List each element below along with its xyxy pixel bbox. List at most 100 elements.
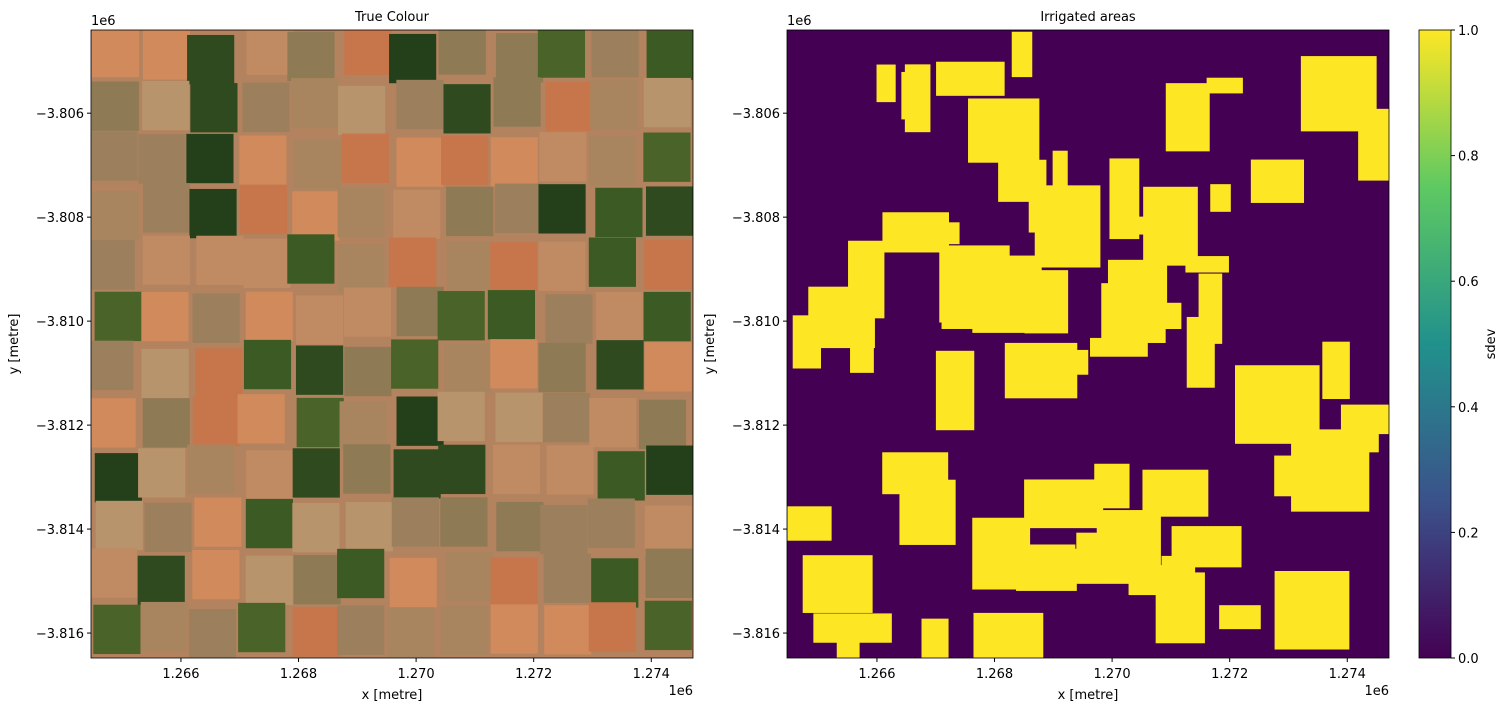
field [237,394,285,444]
field [490,242,538,292]
colorbar-tick-label: 0.6 [1458,275,1479,290]
field [396,286,444,337]
field [239,135,287,185]
field [192,293,240,343]
field [490,339,538,389]
field [444,343,492,393]
field [646,30,693,80]
field [91,398,136,448]
field [141,291,189,342]
field [545,81,593,131]
field [438,444,486,495]
field [446,241,495,291]
field [292,448,340,498]
irrigated-patch [1250,159,1305,203]
x-axis-label: x [metre] [362,688,423,703]
irrigated-patch [904,64,931,133]
colorbar-tick-label: 0.0 [1458,652,1479,667]
field [538,184,586,234]
field [337,605,385,655]
irrigated-patch [1162,302,1182,330]
chart-title: True Colour [354,10,430,25]
field [192,549,240,600]
irrigated-patch [1107,259,1168,318]
field [95,500,143,551]
irrigated-patch [1011,31,1033,78]
field [296,295,344,345]
field [245,498,293,549]
field [91,548,138,598]
field [94,291,142,342]
field [292,502,340,553]
irrigated-patch [1206,77,1243,94]
field [645,186,693,236]
field [138,448,186,498]
field [446,186,494,237]
field [187,444,235,494]
field [337,244,385,294]
field [493,77,541,127]
field [245,291,293,341]
raster [91,30,693,658]
irrigated-patch [1143,186,1198,266]
field [587,498,635,548]
field [246,450,294,500]
field [644,505,692,555]
irrigated-patch [876,64,896,103]
y-tick-label: −3.812 [36,419,84,434]
field [591,558,639,608]
irrigated-patch [973,612,1044,658]
field [242,82,290,132]
field [144,502,192,553]
field [91,240,135,290]
field [142,30,191,80]
field [187,34,235,85]
field [92,191,140,241]
axes-frame [786,29,1390,659]
field [387,607,435,658]
field [344,346,392,397]
irrigated-patch [921,618,949,658]
field [339,401,387,451]
field [91,340,134,391]
irrigated-patch [1358,108,1389,181]
irrigated-patch [802,555,873,613]
field [596,340,644,390]
colorbar-tick-label: 0.2 [1458,526,1479,541]
field [441,135,489,185]
field [595,292,644,342]
field [492,444,541,495]
field [338,85,386,136]
y-offset: 1e6 [787,14,812,29]
irrigated-patch [968,98,1040,163]
irrigated-patch [1274,570,1350,650]
x-tick-label: 1.266 [162,667,199,682]
irrigated-patch [792,315,821,369]
field [490,557,538,607]
irrigated-patch [1322,341,1350,400]
field [490,604,538,654]
field [91,81,139,131]
irrigated-patch [850,335,874,373]
field [591,30,639,78]
field [292,607,340,657]
field [94,453,142,503]
y-axis-label: y [metre] [7,314,22,375]
field [188,609,237,658]
field [638,399,687,450]
field [538,342,586,393]
y-tick-label: −3.810 [732,315,780,330]
irrigated-patch [1161,555,1191,615]
field [389,237,437,287]
field [93,604,141,655]
field [589,397,637,448]
field [545,294,593,344]
field [644,600,692,651]
field [140,601,188,652]
irrigated-patch [1210,184,1231,212]
field [243,339,292,390]
field [195,348,243,398]
field [643,291,691,342]
field [644,239,692,290]
